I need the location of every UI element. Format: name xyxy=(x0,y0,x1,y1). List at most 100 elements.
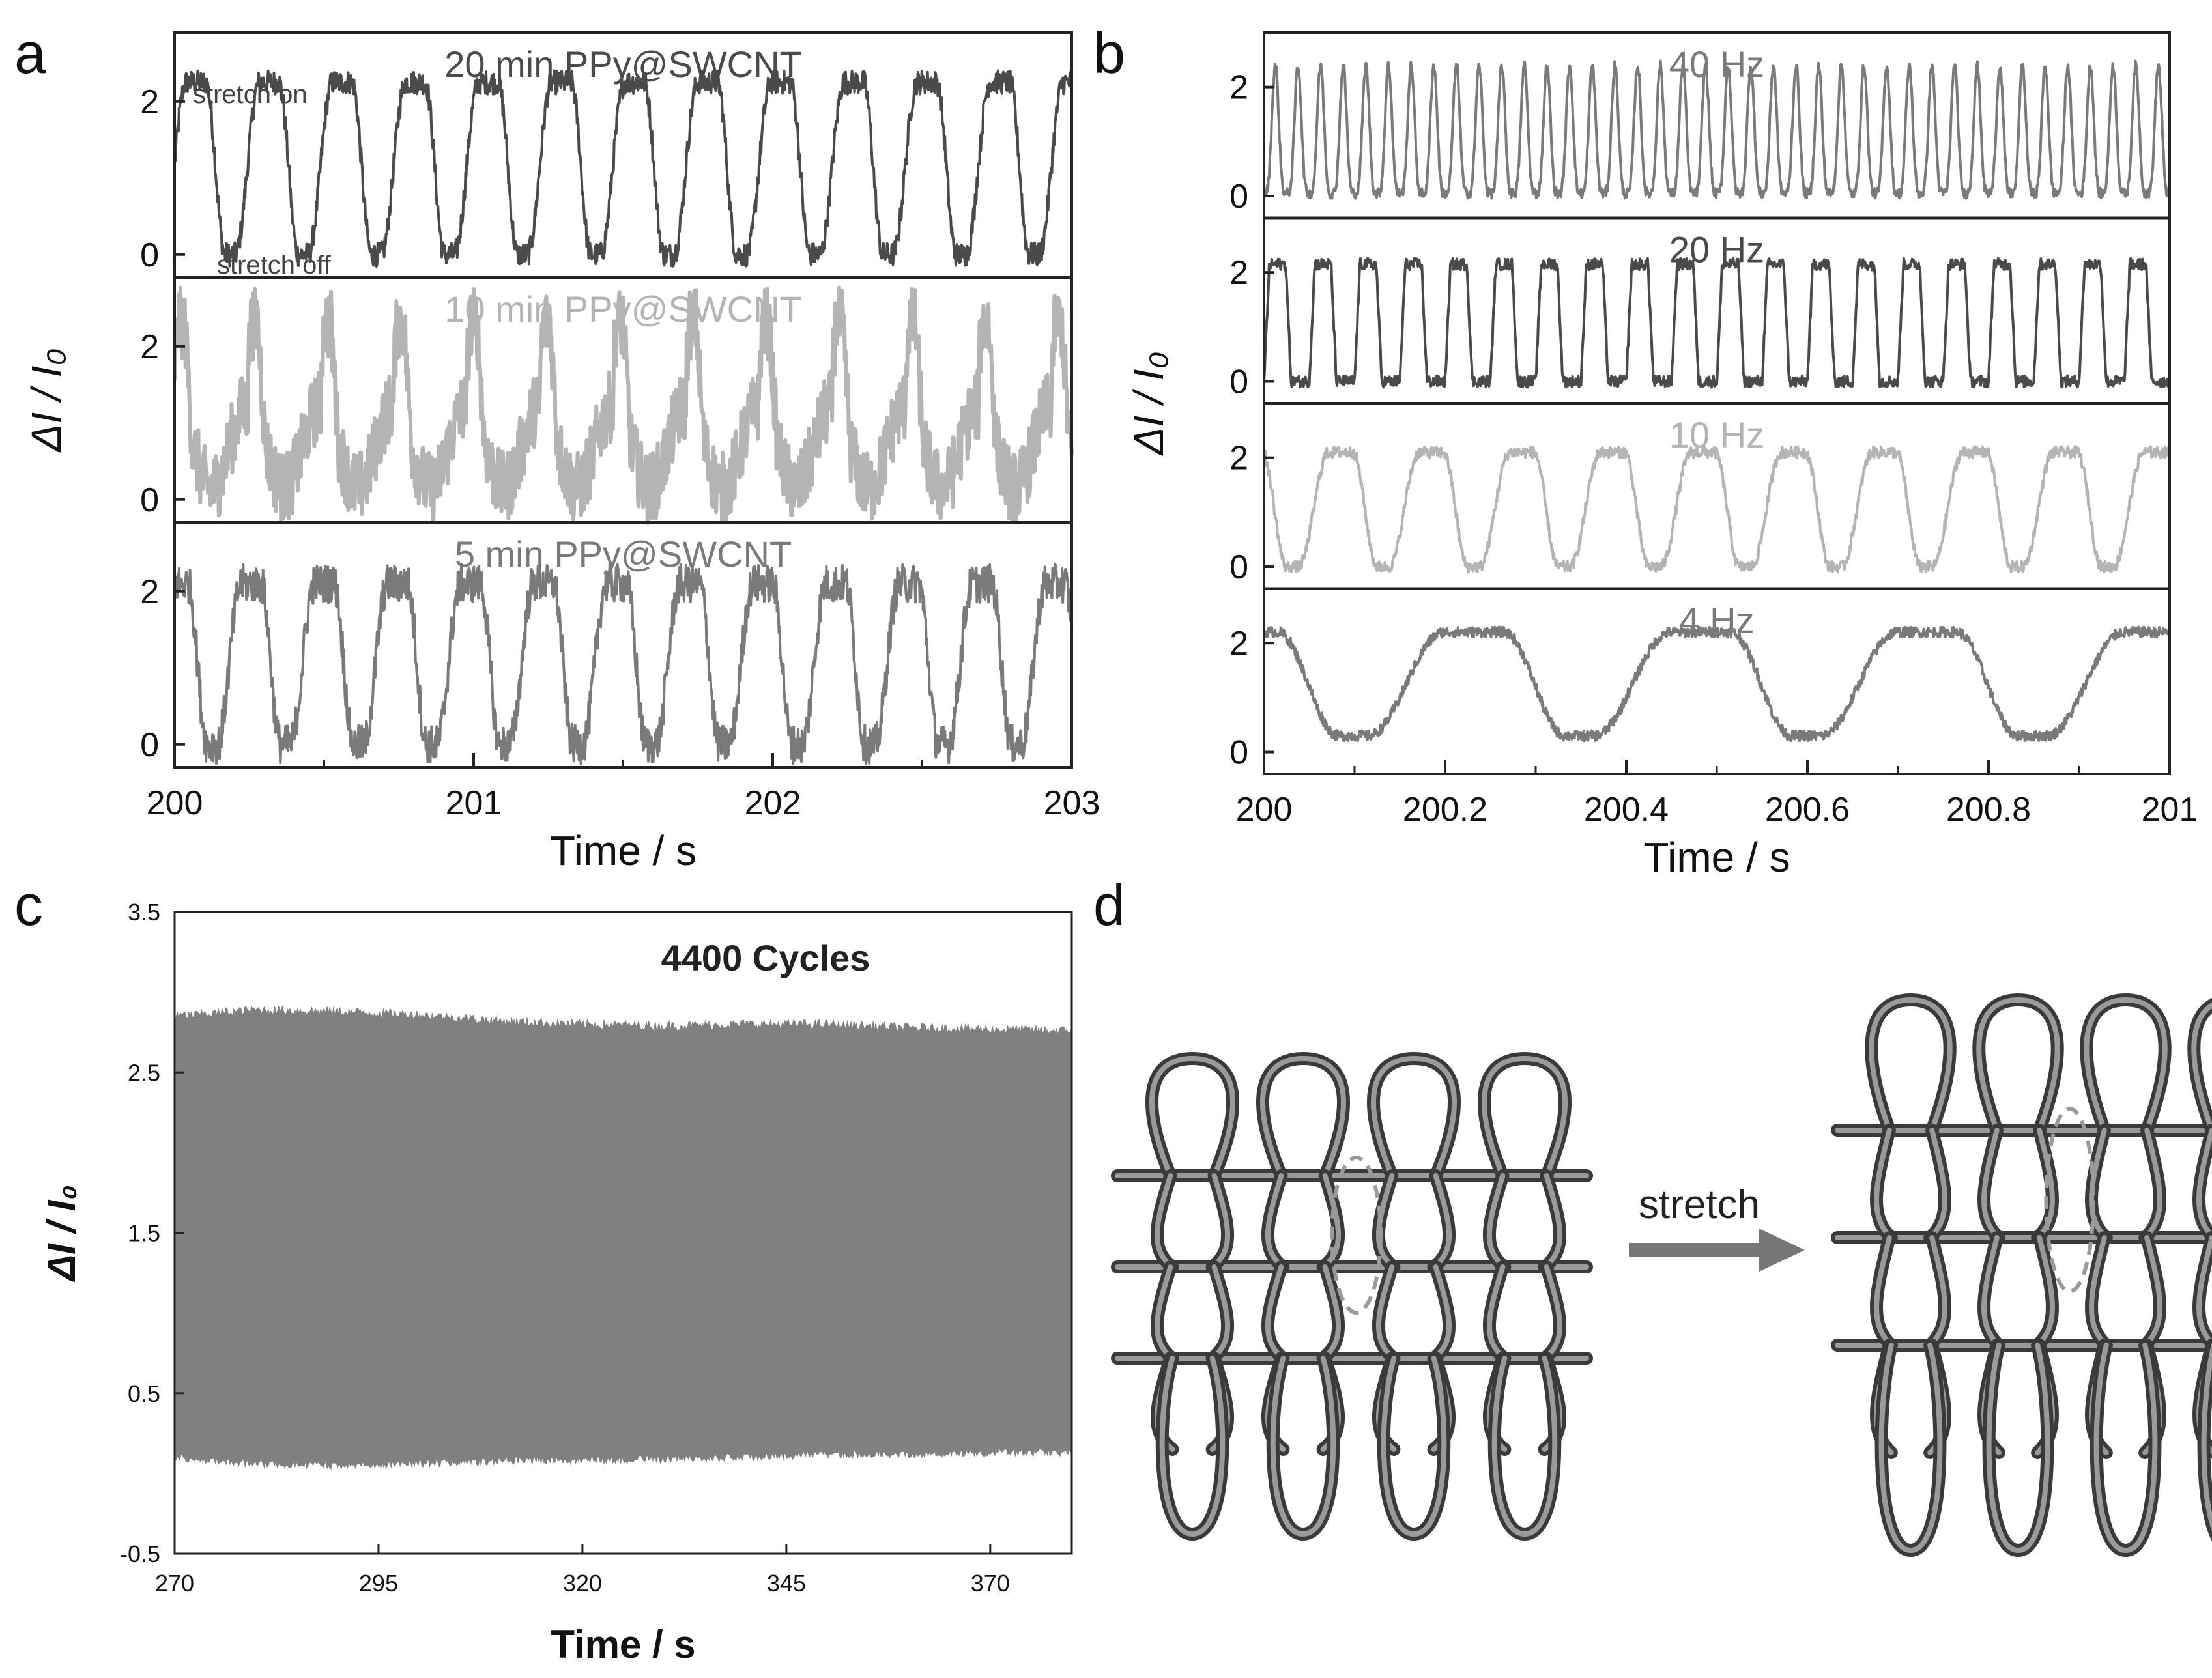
series-line-b-0 xyxy=(1263,59,2171,200)
panel-a-chart: 20 min PPy@SWCNT 0 2 stretch on stretch off 1… xyxy=(23,31,1100,874)
x-tick-label-c-1: 295 xyxy=(359,1570,398,1597)
unit-cell-highlight xyxy=(1330,1156,1383,1315)
loop-leg-l-0-1-core xyxy=(1874,1235,1894,1348)
y-tick-label-a-2-1: 2 xyxy=(140,573,159,611)
subplot-title-a-0: 20 min PPy@SWCNT xyxy=(444,44,802,85)
loop-leg-r-2-1-core xyxy=(2142,1235,2162,1348)
loop-leg-r-0-0-core xyxy=(1927,1128,1947,1240)
x-tick-label-c-2: 320 xyxy=(563,1570,602,1597)
y-tick-label-a-1-0: 0 xyxy=(140,481,159,519)
knit-stretched xyxy=(1831,993,2212,1557)
x-tick-label-a-0: 200 xyxy=(147,784,203,822)
loop-foot-1-core xyxy=(1270,1356,1336,1537)
loop-head-1-core xyxy=(1976,997,2060,1133)
signal-band-area xyxy=(174,1005,1072,1470)
y-tick-label-a-0-0: 0 xyxy=(140,236,159,274)
x-tick-label-c-3: 345 xyxy=(767,1570,806,1597)
panel-letter-d: d xyxy=(1093,873,1125,937)
loop-foot-0-core xyxy=(1878,1343,1943,1553)
subplot-title-a-2: 5 min PPy@SWCNT xyxy=(455,533,792,575)
panel-c-chart: 4400 Cycles -0.5 0.5 1.5 2.5 3.5 270 295 320 345 3… xyxy=(40,899,1073,1666)
y-tick-label-b-2-1: 2 xyxy=(1229,440,1248,477)
stretch-arrow xyxy=(1629,1229,1805,1272)
loop-leg-l-3-0-core xyxy=(2196,1128,2212,1240)
loop-foot-1-core xyxy=(1986,1343,2050,1553)
loop-head-2-core xyxy=(1371,1056,1457,1178)
y-axis-label-c: ΔI / I₀ xyxy=(40,1185,83,1282)
loop-leg-r-0-0-core xyxy=(1209,1173,1231,1270)
loop-leg-l-0-0-core xyxy=(1154,1173,1175,1270)
series-line-b-3 xyxy=(1263,625,2171,743)
loop-leg-l-3-1-core xyxy=(2196,1235,2212,1347)
y-tick-label-b-0-1: 2 xyxy=(1229,69,1248,107)
loop-foot-3-core xyxy=(2201,1343,2212,1531)
x-tick-label-b-5: 201 xyxy=(2142,791,2198,829)
unit-cell-highlight xyxy=(2044,1107,2095,1294)
stretch-label: stretch xyxy=(1639,1182,1760,1227)
loop-leg-r-1-1-core xyxy=(2035,1235,2055,1348)
subplot-title-b-3: 4 Hz xyxy=(1679,600,1754,641)
x-tick-label-a-1: 201 xyxy=(446,784,502,822)
panel-d-knit-diagram: stretch xyxy=(1111,993,2212,1557)
loop-leg-r-1-0-core xyxy=(1320,1173,1342,1270)
loop-foot-0-core xyxy=(1159,1356,1226,1537)
y-tick-label-c-4: 3.5 xyxy=(128,899,160,926)
x-tick-label-b-1: 200.2 xyxy=(1403,791,1487,829)
loop-leg-l-1-1-core xyxy=(1265,1264,1286,1361)
loop-leg-r-2-0-core xyxy=(1431,1173,1452,1270)
loop-leg-l-1-0-core xyxy=(1981,1128,2002,1240)
x-tick-label-b-2: 200.4 xyxy=(1584,791,1669,829)
loop-head-3-core xyxy=(1482,1056,1568,1178)
series-line-b-2 xyxy=(1263,445,2171,574)
x-axis-label-c: Time / s xyxy=(551,1623,695,1666)
panel-letter-a: a xyxy=(14,21,46,85)
loop-leg-l-2-1-core xyxy=(1375,1264,1397,1361)
y-tick-label-b-0-0: 0 xyxy=(1229,178,1248,216)
x-tick-label-b-0: 200 xyxy=(1236,791,1293,829)
y-tick-label-b-1-0: 0 xyxy=(1229,363,1248,401)
loop-head-0-core xyxy=(1869,997,1953,1133)
loop-head-0-core xyxy=(1149,1056,1235,1178)
y-tick-label-b-2-0: 0 xyxy=(1229,548,1248,586)
y-tick-label-b-1-1: 2 xyxy=(1229,254,1248,292)
loop-leg-r-3-0-core xyxy=(1542,1173,1563,1270)
loop-leg-r-1-0-core xyxy=(2035,1128,2055,1240)
loop-leg-l-2-1-core xyxy=(2089,1235,2109,1348)
y-tick-label-c-0: -0.5 xyxy=(120,1541,160,1567)
y-tick-label-c-2: 1.5 xyxy=(128,1220,160,1247)
loop-leg-r-0-1-core xyxy=(1209,1264,1231,1361)
loop-leg-l-2-0-core xyxy=(2089,1128,2109,1240)
x-axis-label-b: Time / s xyxy=(1643,834,1790,881)
loop-leg-l-3-0-core xyxy=(1486,1173,1508,1270)
loop-head-2-core xyxy=(2084,997,2168,1133)
panel-c-title: 4400 Cycles xyxy=(661,937,870,978)
loop-leg-l-1-0-core xyxy=(1265,1173,1286,1270)
annotation-stretch-on: stretch on xyxy=(193,80,308,109)
y-tick-label-a-0-1: 2 xyxy=(140,83,159,121)
loop-leg-r-2-0-core xyxy=(2142,1128,2162,1240)
loop-leg-l-0-1-core xyxy=(1154,1264,1175,1361)
loop-leg-l-3-1-core xyxy=(1486,1264,1508,1361)
x-tick-label-b-4: 200.8 xyxy=(1946,791,2031,829)
loop-foot-2-core xyxy=(2093,1343,2158,1553)
y-tick-label-c-1: 0.5 xyxy=(128,1380,160,1407)
series-line-a-0 xyxy=(173,69,1072,268)
subplot-title-a-1: 10 min PPy@SWCNT xyxy=(444,289,802,330)
x-tick-label-c-4: 370 xyxy=(971,1570,1010,1597)
y-tick-label-a-1-1: 2 xyxy=(140,328,159,366)
panel-letter-c: c xyxy=(14,873,43,937)
x-tick-label-a-3: 203 xyxy=(1044,784,1100,822)
series-line-b-1 xyxy=(1263,257,2171,389)
y-axis-label-b: ΔI / I₀ xyxy=(1125,352,1172,457)
loop-leg-l-0-0-core xyxy=(1874,1128,1894,1240)
loop-leg-r-3-1-core xyxy=(1542,1264,1563,1361)
subplot-title-b-0: 40 Hz xyxy=(1669,44,1764,85)
subplot-title-b-1: 20 Hz xyxy=(1669,229,1764,270)
loop-leg-r-2-1-core xyxy=(1431,1264,1452,1361)
x-tick-label-c-0: 270 xyxy=(155,1570,194,1597)
panel-letter-b: b xyxy=(1093,21,1125,85)
loop-foot-2-core xyxy=(1381,1356,1447,1537)
x-axis-label-a: Time / s xyxy=(550,827,697,874)
x-tick-label-b-3: 200.6 xyxy=(1765,791,1850,829)
